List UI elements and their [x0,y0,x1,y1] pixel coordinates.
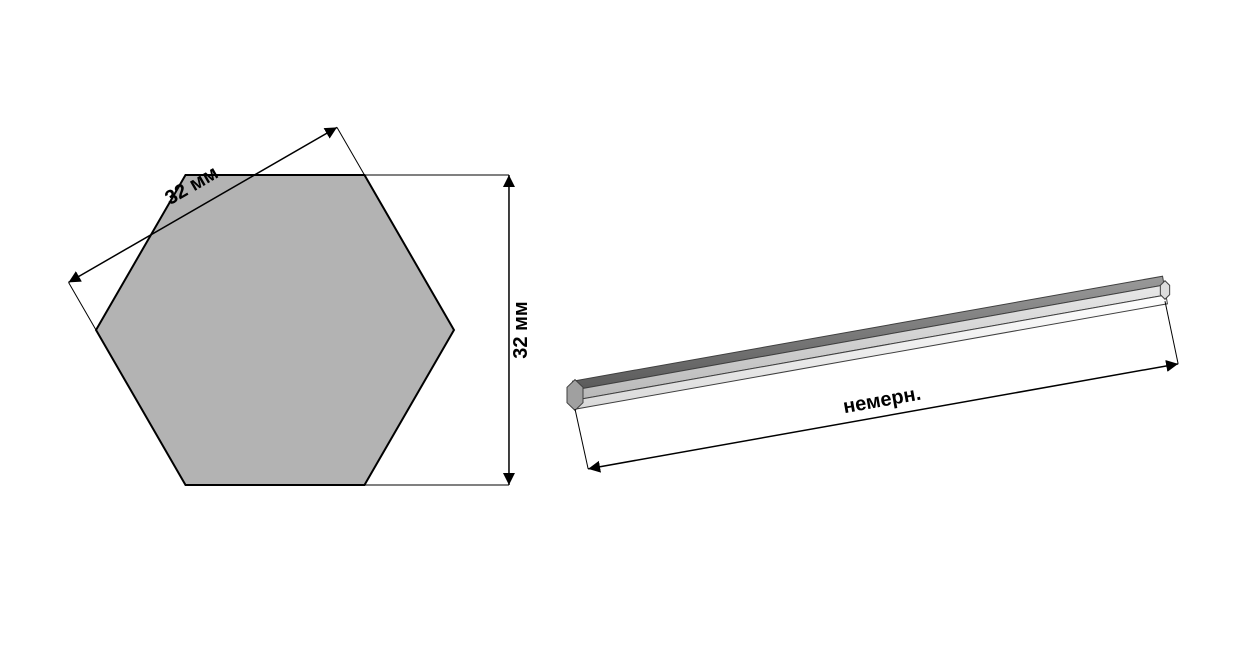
hexagon-section: 32 мм32 мм [69,127,532,485]
hex-dim-right-label: 32 мм [510,301,532,358]
bar-dim-label: немерн. [841,383,922,418]
technical-drawing: 32 мм32 мм немерн. [0,0,1240,660]
hex-bar: немерн. [567,276,1178,469]
